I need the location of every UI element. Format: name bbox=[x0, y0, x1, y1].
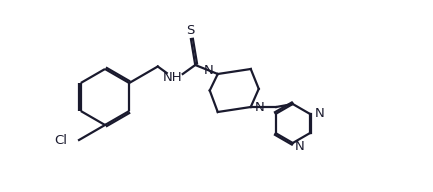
Text: S: S bbox=[187, 25, 195, 37]
Text: N: N bbox=[315, 107, 324, 120]
Text: N: N bbox=[295, 141, 304, 153]
Text: N: N bbox=[204, 64, 214, 76]
Text: NH: NH bbox=[163, 70, 183, 84]
Text: N: N bbox=[255, 100, 265, 113]
Text: Cl: Cl bbox=[54, 133, 67, 146]
